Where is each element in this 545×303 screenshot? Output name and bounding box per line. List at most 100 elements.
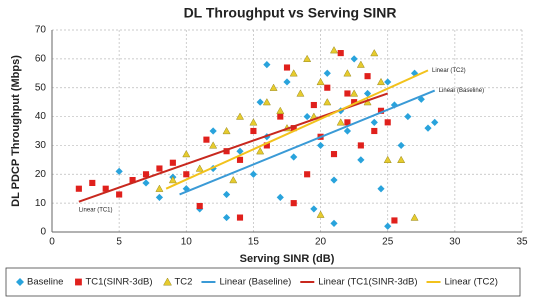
diamond-marker [283,78,291,86]
trend-label: Linear (TC2) [432,68,466,74]
triangle-marker [195,164,204,172]
diamond-marker [142,179,150,187]
triangle-marker [376,77,386,86]
diamond-marker [290,153,298,161]
square-marker [89,179,96,187]
triangle-marker [370,48,379,57]
legend-box [5,267,521,297]
x-tick-label: 0 [49,237,55,248]
triangle-marker [397,155,406,163]
triangle-marker [296,89,305,97]
diamond-marker [263,61,271,69]
legend-label: Linear (TC1(SINR-3dB) [318,277,417,288]
x-tick-label: 35 [516,237,528,248]
diamond-marker [350,55,358,63]
legend-label: Linear (TC2) [445,277,498,288]
diamond-marker [404,112,412,121]
triangle-marker [383,155,392,163]
x-tick-label: 25 [382,237,394,248]
diamond-marker [222,190,231,199]
trend-label: Linear (Baseline) [439,88,484,94]
x-tick-label: 15 [248,237,260,248]
square-marker [236,156,244,163]
triangle-marker [209,141,218,149]
square-marker [391,217,398,224]
square-marker [75,185,82,192]
diamond-marker [363,89,372,98]
y-tick-label: 20 [35,169,47,180]
diamond-marker [249,170,258,178]
triangle-marker [289,69,298,77]
diamond-marker [256,98,264,106]
diamond-marker [276,193,284,201]
diamond-marker [377,185,385,193]
diamond-marker [384,222,392,230]
x-axis-title: Serving SINR (dB) [240,253,335,265]
square-marker [344,119,351,126]
square-marker [196,202,203,210]
triangle-marker [343,69,352,77]
square-marker [283,64,291,71]
square-marker [116,191,123,198]
square-marker [169,159,176,166]
triangle-marker [262,98,271,106]
diamond-marker [209,127,217,135]
y-axis-title: DL PDCP Throughput (Mbps) [10,55,22,207]
triangle-marker [329,46,339,54]
diamond-marker [431,118,439,126]
legend-label: TC1(SINR-3dB) [85,277,152,288]
square-marker [290,125,297,132]
square-marker [364,73,371,80]
y-tick-label: 50 [35,82,47,93]
triangle-marker [163,277,172,286]
triangle-marker [222,126,231,135]
chart-title: DL Throughput vs Serving SINR [184,5,397,21]
y-tick-label: 0 [40,227,46,238]
square-marker [344,90,351,97]
triangle-marker [249,118,258,126]
trend-line [165,69,429,190]
triangle-marker [323,98,332,106]
square-marker [129,176,136,184]
trend-line [179,89,436,196]
diamond-marker [343,127,352,135]
legend-label: Baseline [27,277,63,288]
diamond-marker [303,112,311,121]
diamond-marker [330,176,338,184]
diamond-marker [222,213,231,222]
square-marker [277,113,284,120]
diamond-marker [16,278,24,286]
diamond-marker [115,167,123,175]
square-marker [142,171,150,178]
triangle-marker [350,89,359,97]
square-marker [357,142,364,149]
diamond-marker [236,147,244,155]
triangle-marker [303,54,312,62]
square-marker [330,151,338,158]
legend-label: TC2 [175,277,193,288]
diamond-marker [310,205,318,213]
triangle-marker [276,106,285,114]
y-tick-label: 10 [35,198,47,209]
triangle-marker [155,184,164,192]
triangle-marker [256,147,265,155]
square-marker [384,119,391,126]
x-tick-label: 5 [116,237,122,248]
square-marker [290,200,297,207]
square-marker [102,185,109,192]
triangle-marker [229,175,238,184]
y-tick-label: 70 [35,25,47,36]
diamond-marker [384,78,392,86]
triangle-marker [269,83,278,91]
square-marker [250,127,257,135]
triangle-marker [356,60,365,68]
square-marker [371,127,378,135]
diamond-marker [330,219,338,227]
triangle-marker [235,112,245,120]
square-marker [337,50,344,57]
square-marker [156,165,163,172]
y-tick-label: 60 [35,53,47,64]
triangle-marker [316,210,325,218]
